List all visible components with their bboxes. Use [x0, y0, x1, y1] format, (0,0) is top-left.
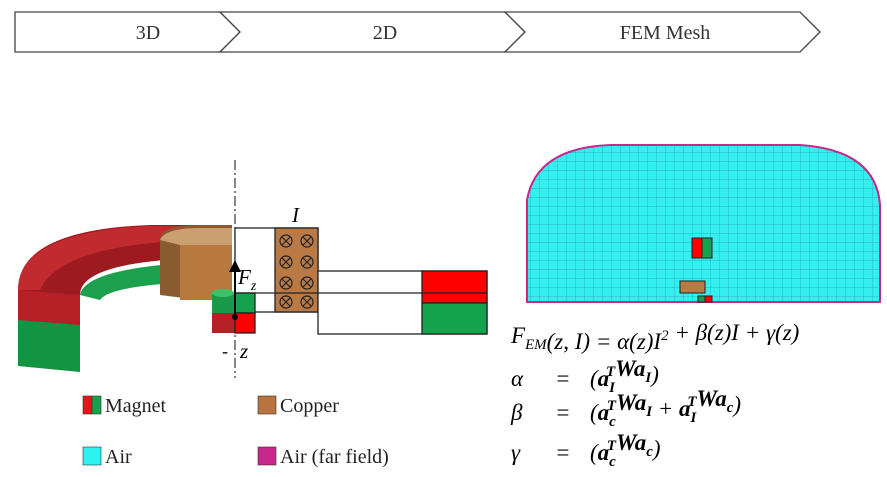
equals-sign: = [555, 400, 571, 425]
math-base: ) [649, 362, 659, 387]
step-label: FEM Mesh [620, 22, 711, 44]
equation: α [511, 366, 524, 391]
coil [275, 228, 318, 312]
math-base: ) [731, 392, 741, 417]
math-subscript: c [609, 454, 616, 470]
step-label: 2D [373, 22, 397, 44]
equations: FEM(z, I) = α(z)I2 + β(z)I + γ(z)α=(aITW… [510, 320, 799, 470]
math-base: γ [511, 440, 521, 465]
math-subscript: c [609, 414, 616, 430]
fem-mesh [527, 145, 880, 302]
legend-label: Air [105, 446, 132, 468]
step-label: 3D [136, 22, 160, 44]
mesh-small-magnet [698, 296, 705, 302]
origin-dot [232, 314, 238, 320]
legend-swatch [83, 447, 101, 465]
schematic [235, 228, 487, 334]
math-base: F [237, 265, 251, 289]
equation-rhs: (acTWac) [590, 430, 661, 470]
small-magnet-3d [212, 289, 235, 333]
mesh-small-magnet [705, 296, 712, 302]
legend-swatch [258, 396, 276, 414]
legend-label: Copper [280, 395, 339, 417]
mesh-coil [680, 281, 705, 293]
figure: 3D 2D FEM Mesh I Fz z - Magnet Copper Air A… [0, 0, 887, 477]
math-subscript: z [250, 278, 257, 293]
math-base: + β(z)I + γ(z) [669, 320, 800, 345]
equals-sign: = [555, 366, 571, 391]
math-base: a [635, 430, 647, 455]
legend-swatch [83, 396, 92, 414]
step-shape [15, 12, 240, 52]
magnet-green [235, 293, 255, 313]
math-base: ) [651, 436, 661, 461]
math-base: a [715, 386, 727, 411]
equation: γ [511, 440, 521, 465]
equation: FEM(z, I) = α(z)I2 + β(z)I + γ(z) [510, 320, 799, 354]
math-subscript: EM [524, 337, 548, 353]
legend-swatch [92, 396, 101, 414]
magnet-red [422, 271, 487, 303]
math-base: F [510, 323, 526, 348]
minus-sign: - [222, 341, 228, 361]
math-base: a [635, 390, 647, 415]
math-base: (z, I) = α(z)I [547, 329, 663, 354]
axis-label: z [239, 339, 248, 363]
legend: Magnet Copper Air Air (far field) [83, 395, 389, 468]
math-base: + [652, 396, 679, 421]
legend-swatch [258, 447, 276, 465]
current-label: I [291, 203, 300, 227]
legend-label: Air (far field) [280, 446, 389, 468]
math-subscript: I [690, 410, 698, 426]
mesh-magnet-green [702, 238, 712, 258]
equals-sign: = [555, 440, 571, 465]
copper-3d [160, 225, 232, 300]
math-base: a [634, 356, 646, 381]
mesh-magnet-red [692, 238, 702, 258]
magnet-red [235, 313, 255, 333]
math-base: β [510, 400, 523, 425]
equation: β [510, 400, 523, 425]
magnet-green [422, 303, 487, 334]
math-base: α [511, 366, 524, 391]
legend-label: Magnet [105, 395, 167, 417]
